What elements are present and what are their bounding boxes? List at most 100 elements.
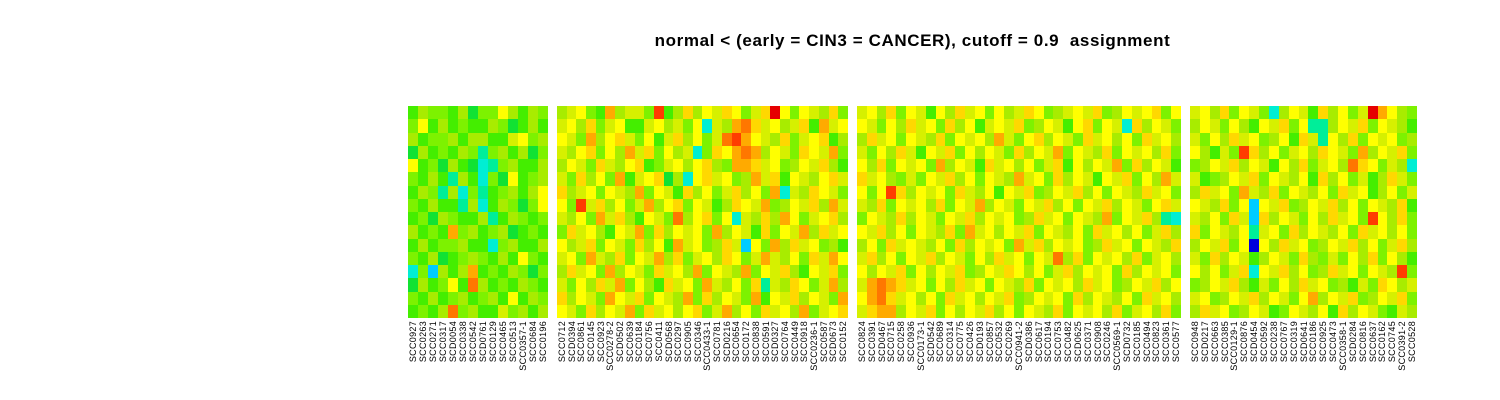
heatmap-cell [1122, 159, 1132, 173]
heatmap-cell [760, 291, 771, 305]
heatmap-cell [866, 159, 877, 173]
heatmap-cell [838, 238, 848, 252]
heatmap-cell [1043, 119, 1054, 133]
heatmap-cell [828, 238, 839, 252]
heatmap-cell [1171, 119, 1181, 133]
heatmap-cell [683, 291, 693, 305]
heatmap-cell [1161, 291, 1172, 305]
heatmap-cell [915, 198, 926, 212]
heatmap-cell [538, 291, 548, 305]
heatmap-cell [1249, 304, 1260, 318]
heatmap-cell [1387, 119, 1398, 133]
heatmap-cell [605, 185, 616, 199]
heatmap-cell [518, 119, 528, 133]
heatmap-cell [1357, 185, 1368, 199]
heatmap-cell [1102, 145, 1113, 159]
heatmap-cell [624, 172, 635, 186]
heatmap-cell [468, 278, 478, 292]
heatmap-cell [876, 238, 887, 252]
heatmap-cell [615, 238, 625, 252]
heatmap-cell [857, 265, 867, 279]
heatmap-cell [741, 172, 751, 186]
heatmap-cell [731, 185, 742, 199]
heatmap-cell [1239, 172, 1250, 186]
heatmap-cell [683, 106, 693, 120]
heatmap-cell [448, 172, 458, 186]
heatmap-cell [615, 132, 625, 146]
heatmap-cell [809, 185, 819, 199]
heatmap-cell [702, 198, 713, 212]
heatmap-cell [615, 198, 625, 212]
heatmap-cell [1199, 278, 1210, 292]
heatmap-cell [828, 291, 839, 305]
heatmap-cell [1347, 251, 1358, 265]
heatmap-cell [925, 225, 936, 239]
heatmap-cell [760, 238, 771, 252]
heatmap-cell [488, 291, 498, 305]
heatmap-cell [683, 304, 693, 318]
heatmap-cell [915, 304, 926, 318]
heatmap-cell [644, 251, 654, 265]
heatmap-cell [1367, 145, 1378, 159]
heatmap-cell [1053, 198, 1064, 212]
heatmap-cell [906, 225, 916, 239]
heatmap-cell [906, 238, 916, 252]
heatmap-cell [566, 132, 577, 146]
heatmap-cell [789, 291, 800, 305]
heatmap-cell [566, 238, 577, 252]
heatmap-cell [857, 198, 867, 212]
heatmap-cell [1151, 291, 1162, 305]
heatmap-cell [945, 304, 956, 318]
heatmap-cell [1014, 159, 1024, 173]
heatmap-cell [721, 291, 732, 305]
heatmap-cell [692, 172, 703, 186]
heatmap-cell [498, 251, 508, 265]
heatmap-cell [741, 159, 751, 173]
heatmap-cell [1033, 265, 1044, 279]
heatmap-cell [478, 238, 488, 252]
heatmap-cell [1318, 251, 1329, 265]
heatmap-cell [1357, 159, 1368, 173]
heatmap-cell [1377, 278, 1388, 292]
heatmap-cell [458, 185, 468, 199]
heatmap-cell [799, 172, 810, 186]
heatmap-cell [458, 132, 468, 146]
heatmap-cell [595, 159, 606, 173]
x-axis-label: SCC0684 [528, 321, 538, 363]
heatmap-cell [1328, 278, 1339, 292]
x-axis-label: SCC0569-1 [1112, 321, 1123, 371]
heatmap-cell [634, 251, 645, 265]
heatmap-cell [576, 145, 587, 159]
heatmap-cell [1063, 132, 1073, 146]
heatmap-cell [1023, 265, 1034, 279]
heatmap-cell [1073, 251, 1083, 265]
heatmap-cell [508, 145, 518, 159]
heatmap-cell [692, 185, 703, 199]
heatmap-cell [615, 304, 625, 318]
heatmap-cell [488, 225, 498, 239]
heatmap-cell [1014, 265, 1024, 279]
heatmap-cell [576, 225, 587, 239]
heatmap-cell [557, 185, 567, 199]
heatmap-cell [605, 238, 616, 252]
heatmap-cell [1268, 132, 1279, 146]
heatmap-cell [886, 159, 897, 173]
heatmap-cell [945, 238, 956, 252]
heatmap-cell [605, 106, 616, 120]
heatmap-cell [418, 172, 428, 186]
heatmap-cell [1112, 106, 1123, 120]
heatmap-cell [1259, 145, 1269, 159]
heatmap-block-1 [408, 106, 548, 318]
heatmap-cell [1092, 212, 1103, 226]
heatmap-cell [468, 145, 478, 159]
heatmap-cell [605, 265, 616, 279]
heatmap-cell [1199, 119, 1210, 133]
heatmap-cell [1082, 159, 1093, 173]
heatmap-cell [750, 159, 761, 173]
heatmap-cell [1122, 238, 1132, 252]
heatmap-cell [624, 159, 635, 173]
heatmap-cell [984, 291, 995, 305]
heatmap-cell [789, 238, 800, 252]
heatmap-cell [1122, 304, 1132, 318]
heatmap-cell [818, 278, 829, 292]
